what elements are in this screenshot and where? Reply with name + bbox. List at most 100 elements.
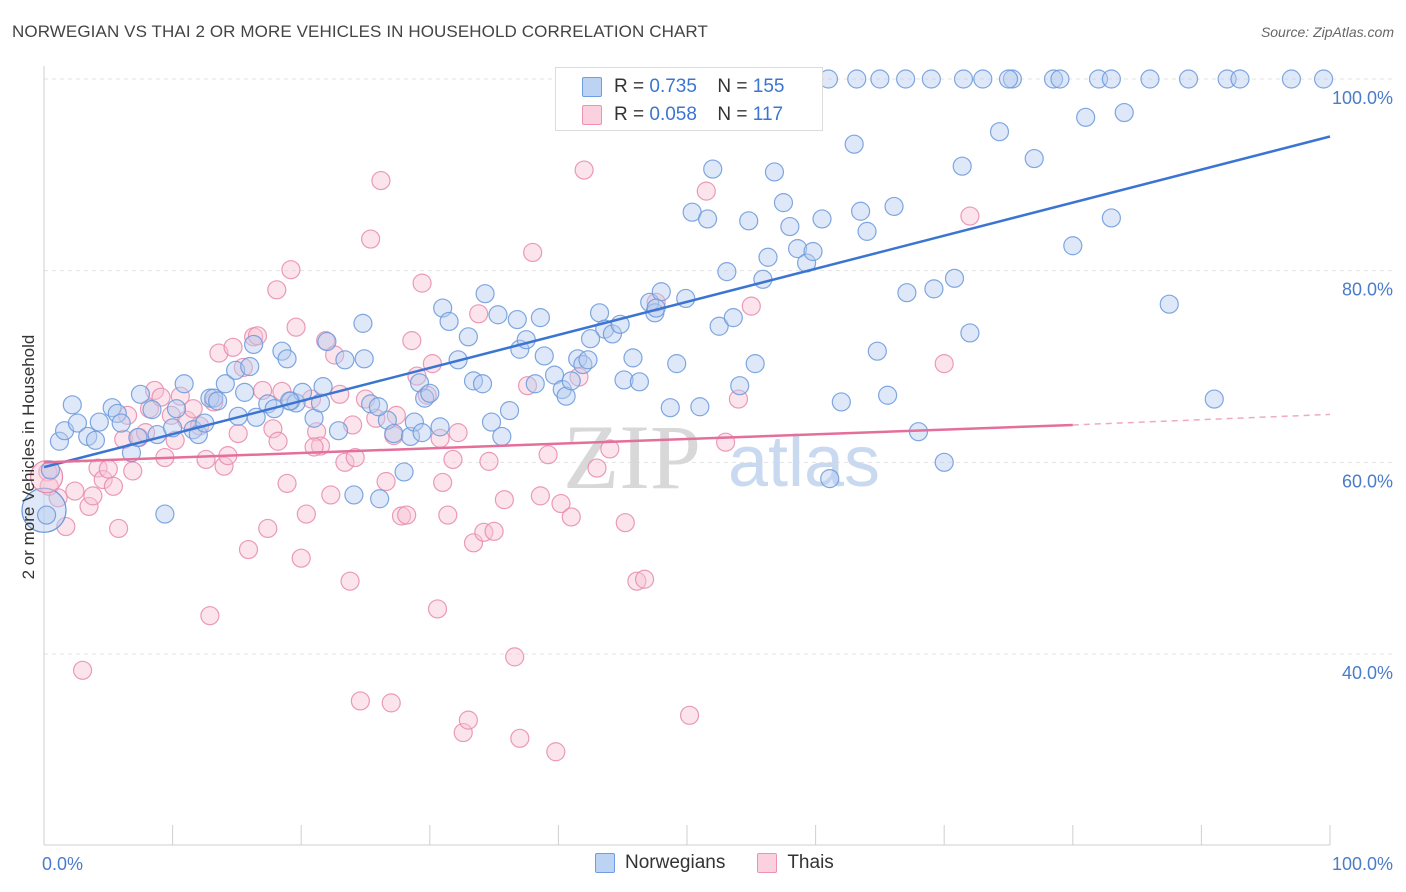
- data-point: [280, 391, 300, 411]
- data-point: [166, 399, 187, 419]
- data-point: [155, 504, 175, 524]
- data-point: [409, 373, 430, 393]
- data-point: [310, 436, 331, 456]
- data-point: [538, 445, 558, 465]
- legend-item-norwegians[interactable]: Norwegians: [595, 852, 725, 874]
- data-point: [281, 260, 301, 280]
- data-point: [123, 461, 143, 481]
- data-point: [479, 451, 499, 471]
- data-point: [215, 374, 235, 394]
- data-point: [587, 458, 607, 478]
- data-point: [803, 241, 823, 262]
- data-point: [530, 486, 550, 506]
- data-point: [589, 303, 610, 323]
- data-point: [602, 324, 623, 344]
- data-point: [1024, 148, 1044, 169]
- data-point: [1140, 69, 1160, 89]
- data-point: [433, 472, 453, 493]
- data-point: [98, 459, 118, 479]
- data-point: [723, 308, 743, 328]
- data-point: [196, 449, 216, 470]
- data-point: [556, 386, 576, 406]
- data-point: [209, 343, 229, 363]
- legend-row-norwegians: R = 0.735 N = 155: [556, 73, 784, 101]
- data-point: [934, 354, 954, 374]
- data-point: [1230, 69, 1250, 89]
- data-point: [1178, 69, 1199, 89]
- data-point: [233, 357, 253, 378]
- data-point: [228, 423, 248, 444]
- data-point: [402, 331, 422, 351]
- data-point: [896, 69, 916, 89]
- data-point: [412, 423, 432, 443]
- data-point: [62, 395, 82, 415]
- data-point: [200, 606, 220, 626]
- data-point: [623, 348, 643, 368]
- data-point: [844, 134, 864, 154]
- data-point: [851, 201, 871, 221]
- correlation-legend: R = 0.735 N = 155 R = 0.058 N = 117: [555, 67, 823, 131]
- data-point: [517, 376, 538, 396]
- data-point: [580, 329, 601, 349]
- data-point: [240, 356, 260, 377]
- data-point: [223, 337, 243, 357]
- data-point: [188, 424, 208, 445]
- source-label: Source: ZipAtlas.com: [1260, 24, 1394, 40]
- data-point: [1281, 69, 1302, 89]
- data-point: [867, 341, 887, 361]
- data-point: [142, 400, 162, 420]
- data-point: [93, 469, 113, 490]
- thais-trend-extension: [1072, 413, 1331, 426]
- axis-labels: 40.0% 60.0% 80.0% 100.0% 0.0% 100.0% 2 or more…: [19, 88, 1393, 874]
- data-point: [646, 292, 666, 312]
- data-point: [208, 391, 228, 411]
- data-point: [960, 206, 980, 226]
- series-legend: Norwegians Thais: [595, 852, 866, 874]
- data-point: [330, 384, 350, 404]
- data-point: [1101, 208, 1121, 228]
- data-point: [439, 311, 459, 332]
- data-point: [267, 280, 287, 300]
- data-point: [973, 69, 993, 89]
- legend-label-norwegians: Norwegians: [625, 852, 726, 873]
- data-point: [523, 242, 543, 263]
- data-point: [371, 170, 391, 191]
- data-point: [384, 423, 404, 444]
- data-point: [430, 417, 450, 437]
- data-point: [715, 432, 736, 452]
- data-point: [49, 431, 70, 451]
- y-tick-label: 80.0%: [1342, 280, 1393, 300]
- data-point: [88, 458, 108, 478]
- data-point: [72, 660, 93, 680]
- data-point: [56, 516, 76, 537]
- thais-trend-line: [43, 423, 1073, 464]
- data-point: [226, 360, 246, 380]
- data-point: [344, 485, 364, 505]
- data-point: [703, 159, 723, 179]
- data-point: [764, 162, 785, 182]
- thais-swatch: [757, 853, 778, 873]
- legend-item-thais[interactable]: Thais: [757, 852, 834, 874]
- data-point: [458, 327, 478, 347]
- legend-label-thais: Thais: [787, 852, 834, 873]
- data-point: [934, 452, 954, 472]
- data-point: [696, 181, 716, 201]
- data-point: [651, 282, 671, 302]
- data-point: [350, 691, 370, 711]
- data-point: [546, 742, 566, 762]
- n-label: N =: [717, 76, 748, 97]
- data-point: [820, 469, 840, 489]
- data-point: [780, 216, 800, 237]
- data-point: [130, 384, 151, 404]
- data-point: [758, 247, 778, 267]
- data-point: [667, 354, 687, 374]
- data-point: [510, 728, 530, 748]
- data-point: [263, 419, 283, 439]
- data-point: [492, 426, 512, 447]
- data-point: [660, 398, 680, 418]
- data-point: [361, 229, 381, 249]
- data-point: [443, 449, 463, 470]
- data-point: [878, 385, 898, 405]
- data-point: [578, 350, 598, 370]
- r-label: R =: [614, 104, 645, 125]
